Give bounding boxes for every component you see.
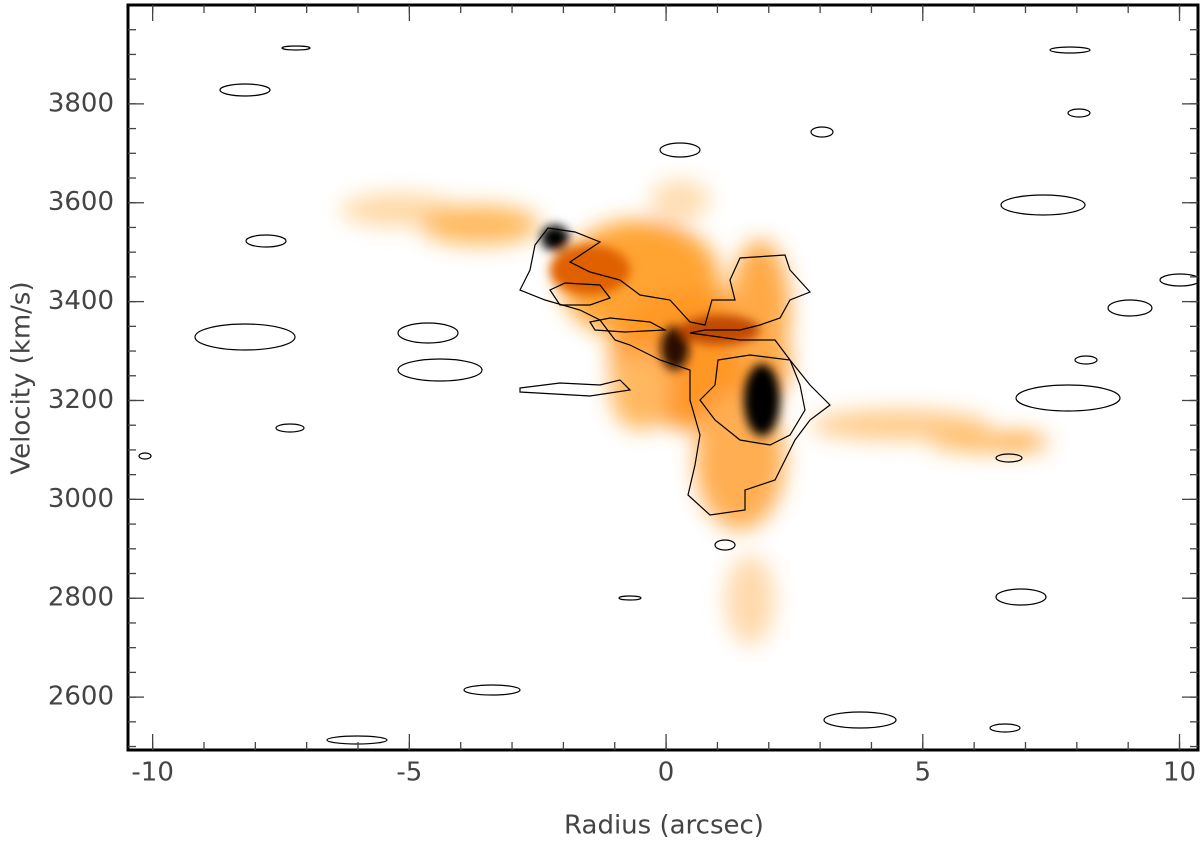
emission-map: [340, 180, 1050, 645]
x-tick-label: -10: [131, 758, 173, 788]
y-tick-label: 3400: [48, 286, 114, 316]
plot-frame: [126, 3, 1200, 752]
x-tick-label: 5: [915, 758, 932, 788]
contours: [138, 45, 1198, 745]
x-tick-label: 10: [1163, 758, 1196, 788]
y-axis-label: Velocity (km/s): [7, 281, 37, 474]
x-tick-label: 0: [658, 758, 675, 788]
y-tick-label: 3800: [48, 88, 114, 118]
x-axis-label: Radius (arcsec): [564, 811, 764, 841]
x-tick-label: -5: [396, 758, 422, 788]
y-tick-label: 3200: [48, 385, 114, 415]
y-tick-label: 3000: [48, 484, 114, 514]
y-tick-label: 3600: [48, 187, 114, 217]
y-tick-label: 2600: [48, 682, 114, 712]
y-tick-label: 2800: [48, 583, 114, 613]
